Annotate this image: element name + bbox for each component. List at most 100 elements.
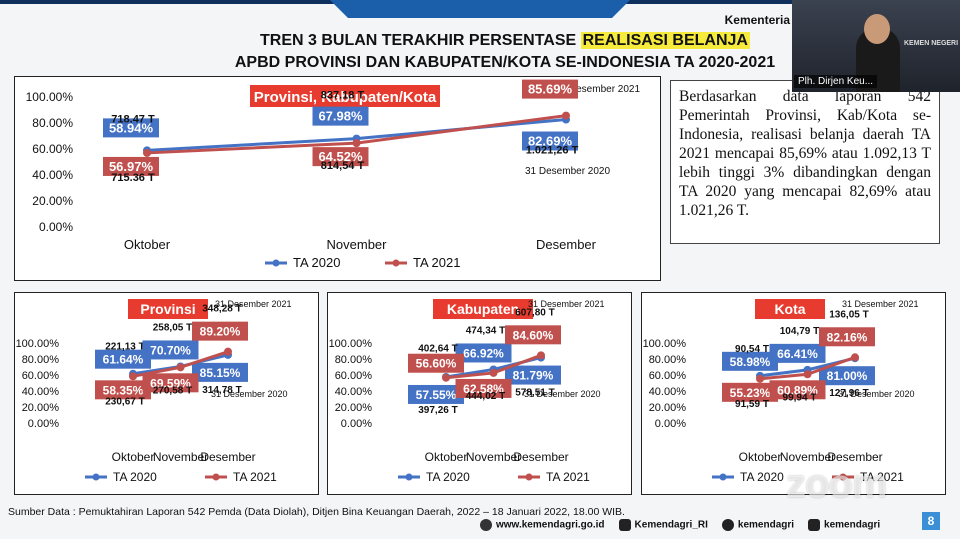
chart-title-box [128,299,208,319]
y-tick-label: 60.00% [32,142,73,156]
chart-panel-total: 100.00% 80.00% 60.00% 40.00% 20.00% 0.00% Okto… [14,76,661,281]
y-tick-label: 40.00% [335,386,373,398]
legend-marker [719,473,727,481]
amount-label: 715.36 T [111,172,155,184]
data-point [224,347,232,356]
y-tick-label: 20.00% [649,402,687,414]
data-point [442,373,450,382]
amount-label: 397,26 T [418,405,457,416]
data-label-box [522,131,578,151]
amount-label: 1.021,26 T [526,145,579,157]
data-label: 69.59% [150,376,191,390]
top-tab-shape [330,0,630,18]
page-number: 8 [922,512,940,530]
y-tick-label: 80.00% [649,354,687,366]
amount-label: 314,78 T [202,385,241,396]
data-label: 81.79% [513,369,554,383]
x-tick-label: Desember [536,237,597,252]
chart-title: Provinsi [140,301,195,317]
data-label-box [819,327,875,347]
amount-label: 127,96 T [829,388,868,399]
y-tick-label: 20.00% [22,402,60,414]
y-tick-label: 100.00% [643,338,687,350]
data-label-box [103,118,159,138]
chart-svg: 100.00% 80.00% 60.00% 40.00% 20.00% 0.00% Okto… [16,299,292,484]
footer-tw-label: kemendagri [737,519,795,531]
x-tick-label: Oktober [124,237,171,252]
amount-label: 230,67 T [105,396,144,407]
y-tick-label: 100.00% [329,338,373,350]
date-annotation: 31 Desember 2021 [555,84,640,95]
chart-svg: 100.00% 80.00% 60.00% 40.00% 20.00% 0.00% Okto… [329,299,605,484]
date-annotation: 31 Desember 2021 [528,299,605,309]
chart-title-box [433,299,533,319]
data-label: 84.60% [513,328,554,342]
legend-label: TA 2021 [546,470,590,484]
legend-label: TA 2020 [426,470,470,484]
data-point [176,363,185,372]
y-tick-label: 60.00% [649,370,687,382]
x-tick-label: Desember [827,450,882,464]
data-label-box [312,147,369,167]
data-label: 62.58% [463,382,504,396]
legend-label: TA 2021 [233,470,277,484]
data-point [851,353,859,362]
y-tick-label: 0.00% [39,220,73,234]
x-tick-label: Oktober [739,450,782,464]
data-label-box [819,366,875,386]
legend-marker [839,473,847,481]
data-label: 89.20% [200,325,241,339]
chart-title-box [755,299,825,319]
y-tick-label: 100.00% [26,90,74,104]
instagram-icon [808,519,821,531]
data-label-box [95,349,151,369]
amount-label: 578,51 T [515,388,554,399]
data-label-box [103,156,159,176]
chart-svg: 100.00% 80.00% 60.00% 40.00% 20.00% 0.00% Okto… [26,79,640,270]
data-label-box [192,321,248,341]
footer-web[interactable]: www.kemendagri.go.id [480,519,605,531]
y-tick-label: 40.00% [32,168,73,182]
summary-note: Berdasarkan data laporan 542 Pemerintah … [670,80,940,244]
data-point [756,374,764,383]
date-annotation: 31 Desember 2021 [842,299,919,309]
amount-label: 814,54 T [321,160,365,172]
data-point [143,148,151,157]
brand-text: Kementeria [724,13,790,27]
data-label-box [312,106,369,126]
y-tick-label: 20.00% [32,194,73,208]
y-tick-label: 0.00% [341,418,372,430]
title-highlight: REALISASI BELANJA [580,32,750,49]
amount-label: 348,28 T [202,304,241,315]
data-label: 67.98% [318,109,363,124]
chart-title: Kabupaten [447,301,519,317]
date-annotation: 31 Desember 2020 [838,389,915,399]
data-label-box [142,340,199,360]
data-label: 60.89% [777,383,818,397]
legend-label: TA 2021 [860,470,904,484]
data-label: 81.00% [827,369,868,383]
legend-label: TA 2021 [413,255,460,270]
data-label-box [722,382,778,402]
amount-label: 718.47 T [111,113,155,125]
data-label-box [505,365,561,385]
footer-twitter[interactable]: kemendagri [721,519,795,531]
x-tick-label: Oktober [112,450,155,464]
chart-panel-provinsi: 100.00% 80.00% 60.00% 40.00% 20.00% 0.00% Okto… [14,292,319,495]
footer-instagram[interactable]: kemendagri [808,519,880,531]
y-tick-label: 100.00% [16,338,60,350]
video-thumbnail[interactable]: KEMEN NEGERI Plh. Dirjen Keu... [792,0,960,92]
date-annotation: 31 Desember 2020 [524,389,601,399]
amount-label: 444,02 T [466,391,505,402]
zoom-watermark: zoom [786,462,887,506]
legend-marker [92,473,100,481]
data-label: 85.15% [200,366,241,380]
date-annotation: 31 Desember 2021 [215,299,292,309]
footer-fb-label: Kemendagri_RI [634,519,708,531]
footer-facebook[interactable]: Kemendagri_RI [618,519,708,531]
amount-label: 607,80 T [515,307,554,318]
data-label-box [192,362,248,382]
data-point [489,368,498,377]
date-annotation: 31 Desember 2020 [525,166,610,177]
chart-title: Provinsi, Kabupaten/Kota [254,89,437,106]
